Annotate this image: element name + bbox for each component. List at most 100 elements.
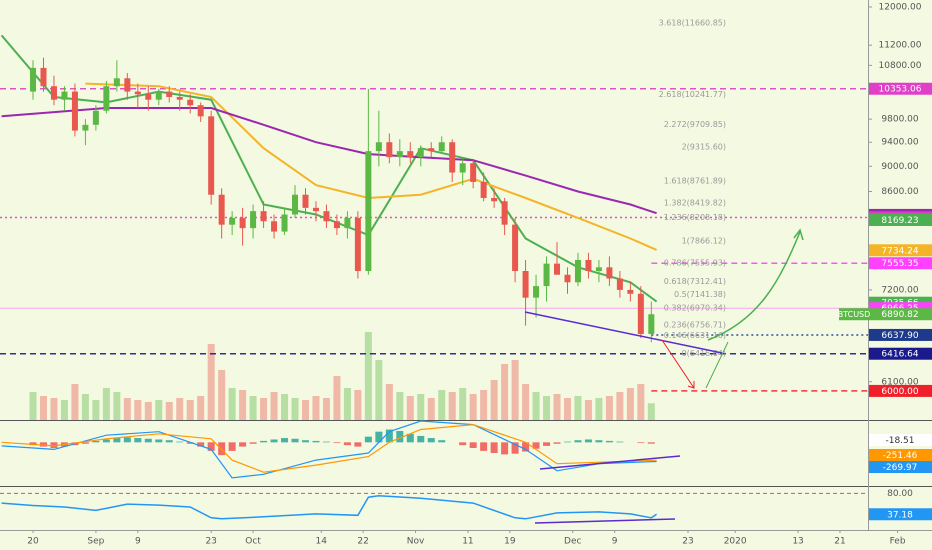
macd-histogram [301, 440, 309, 443]
x-tick-label: 22 [357, 537, 368, 547]
macd-histogram [207, 442, 215, 451]
candle-body [260, 211, 267, 222]
candle-body [512, 224, 519, 272]
volume-bar [155, 400, 163, 420]
x-tick-label: 23 [682, 537, 693, 547]
symbol-tag: BTCUSD [838, 310, 871, 319]
candle-body [365, 151, 372, 272]
fib-label: 0.146(6631.16) [664, 331, 726, 340]
macd-histogram [563, 441, 571, 443]
macd-histogram [501, 442, 509, 455]
macd-line [1, 420, 657, 479]
candle-body [61, 91, 68, 100]
x-tick-label: 9 [612, 537, 618, 547]
candle-body [229, 217, 236, 225]
macd-histogram [354, 442, 362, 447]
volume-bar [385, 384, 393, 420]
macd-histogram [260, 440, 268, 443]
candle-body [637, 293, 644, 334]
x-tick-label: 13 [792, 537, 803, 547]
volume-bar [102, 388, 110, 420]
macd-histogram [228, 442, 236, 451]
macd-histogram [532, 442, 540, 449]
candle-body [145, 94, 152, 100]
y-tick-label: 11200.00 [879, 41, 922, 51]
volume-bar [406, 396, 414, 420]
y-tick-label: 10800.00 [879, 61, 922, 71]
x-tick-label: Sep [87, 537, 104, 547]
volume-bar [480, 390, 488, 420]
volume-bar [239, 390, 247, 420]
macd-histogram [543, 442, 551, 446]
fib-label: 0.786(7555.93) [664, 259, 726, 268]
symbol-tag-bg [839, 308, 869, 321]
macd-histogram [134, 438, 142, 443]
y-tick-label: 8600.00 [881, 187, 918, 197]
macd-tag-bg [869, 449, 932, 461]
price-tag-bg [869, 328, 932, 341]
candle-body [113, 78, 120, 87]
candle-body [564, 274, 571, 283]
x-tick-label: 9 [135, 537, 141, 547]
macd-histogram [197, 442, 205, 447]
y-tick-label: 9400.00 [881, 138, 918, 148]
rsi-tag: 37.18 [887, 510, 913, 520]
fib-label: 0.618(7312.41) [664, 277, 726, 286]
candle-body [396, 151, 403, 158]
fib-label: 2.618(10241.77) [659, 90, 726, 99]
macd-histogram [270, 439, 278, 443]
volume-bar [218, 370, 226, 420]
volume-bar [92, 400, 100, 420]
candle-body [71, 91, 78, 131]
price-tag-bg [869, 257, 932, 270]
y-tick-label: 80.00 [887, 489, 913, 499]
y-tick-label: 9000.00 [881, 162, 918, 172]
macd-histogram [647, 442, 655, 444]
candle-body [627, 289, 634, 294]
macd-histogram [81, 442, 89, 444]
volume-bar [29, 392, 37, 420]
x-tick-label: 20 [27, 537, 39, 547]
fib-label: 1(7866.12) [682, 236, 726, 245]
volume-bar [197, 396, 205, 420]
candle-body [92, 110, 99, 125]
volume-bar [134, 400, 142, 420]
x-tick-label: 19 [504, 537, 516, 547]
macd-histogram [186, 442, 194, 444]
macd-tag-bg [869, 434, 932, 446]
macd-histogram [155, 439, 163, 443]
rsi-tag-bg [869, 508, 932, 521]
macd-histogram [574, 440, 582, 443]
x-tick-label: Dec [564, 537, 581, 547]
volume-bar [490, 380, 498, 420]
volume-bar [553, 394, 561, 420]
candle-body [176, 96, 183, 100]
y-tick-label: 7200.00 [881, 285, 918, 295]
volume-bar [375, 360, 383, 420]
x-tick-label: 14 [315, 537, 327, 547]
volume-bar [228, 388, 236, 420]
macd-histogram [50, 442, 58, 449]
fib-label: 1.618(8761.89) [664, 177, 726, 186]
macd-histogram [144, 438, 152, 443]
candle-body [333, 221, 340, 229]
macd-histogram [29, 442, 37, 446]
macd-histogram [322, 441, 330, 443]
x-tick-label: Nov [407, 537, 425, 547]
volume-bar [39, 396, 47, 420]
volume-bar [113, 392, 121, 420]
volume-bar [322, 398, 330, 420]
candle-body [533, 286, 540, 298]
macd-tag: -251.46 [883, 451, 918, 461]
price-tag: 7734.24 [881, 246, 918, 256]
volume-bar [438, 390, 446, 420]
volume-bar [501, 364, 509, 420]
fib-label: 3.618(11660.85) [659, 18, 726, 27]
volume-bar [543, 396, 551, 420]
price-tag: 8169.23 [881, 216, 918, 226]
volume-bar [60, 400, 68, 420]
candle-body [438, 142, 445, 152]
volume-bar [270, 392, 278, 420]
volume-bar [563, 398, 571, 420]
